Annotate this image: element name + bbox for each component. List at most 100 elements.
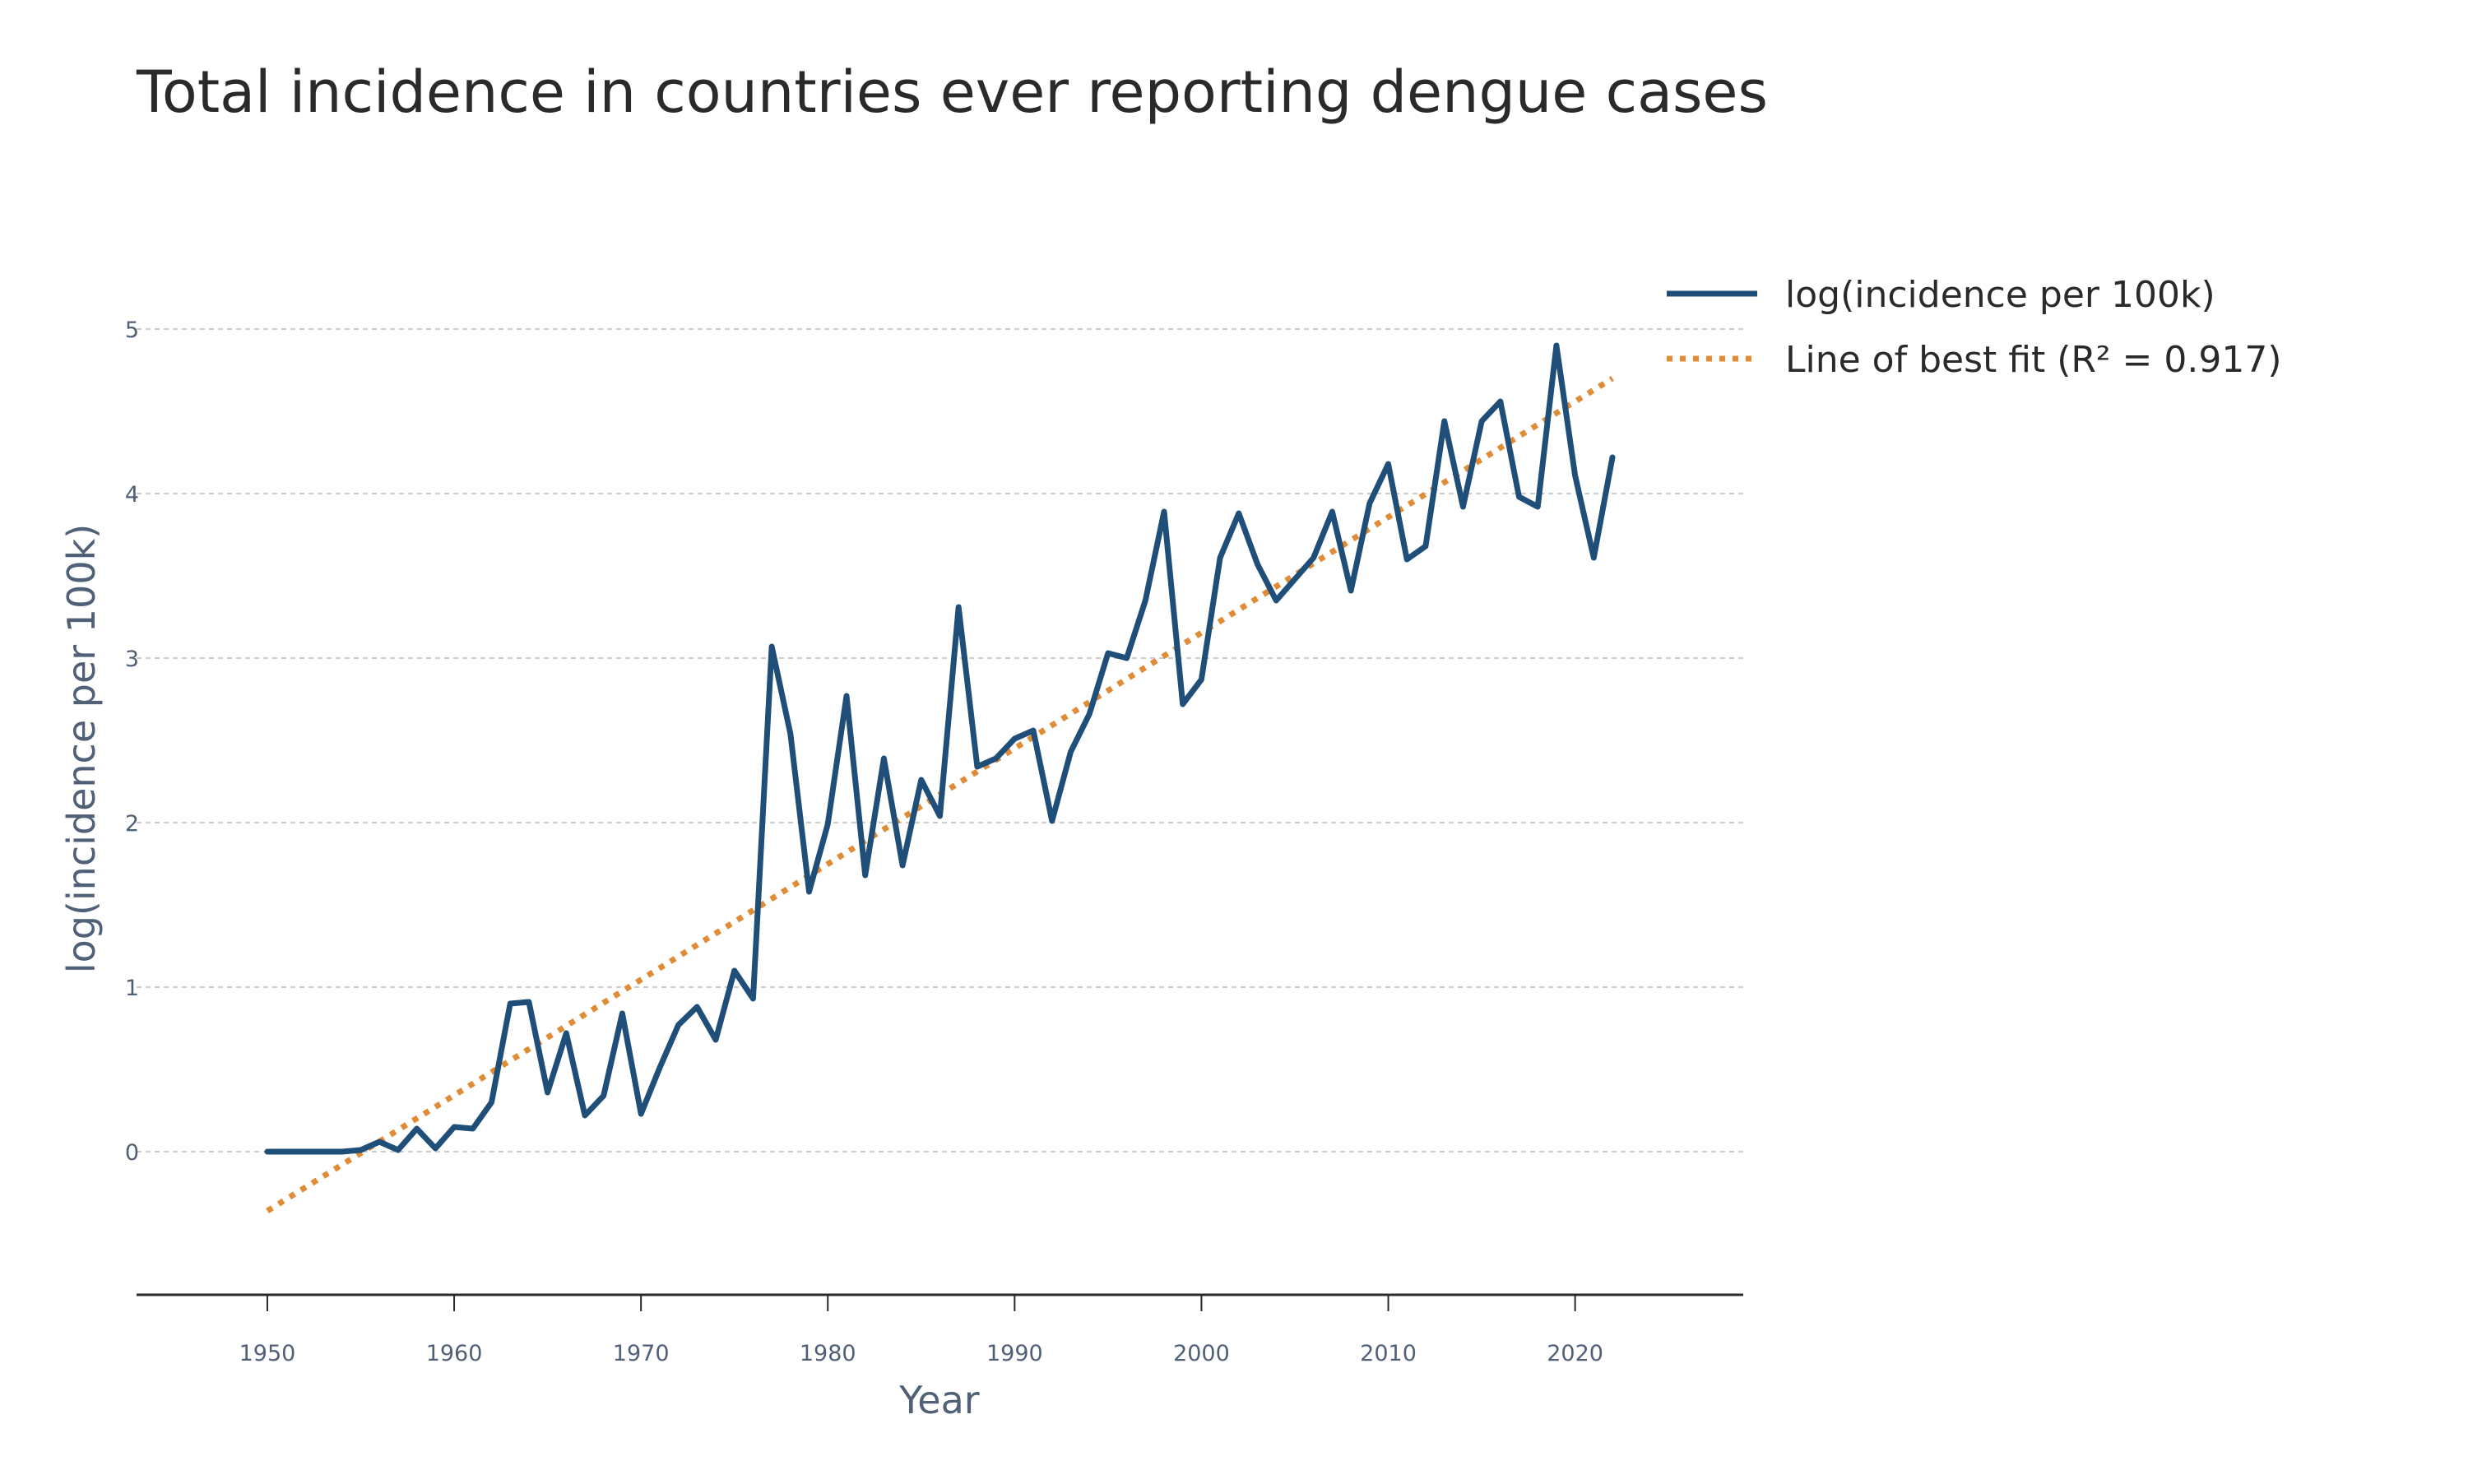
x-axis-title: Year xyxy=(898,1378,979,1422)
data-point[interactable] xyxy=(1459,503,1466,510)
data-point[interactable] xyxy=(1142,597,1148,604)
data-point[interactable] xyxy=(470,1125,476,1132)
data-point[interactable] xyxy=(638,1111,644,1117)
data-point[interactable] xyxy=(489,1099,495,1106)
data-point[interactable] xyxy=(451,1124,457,1130)
data-point[interactable] xyxy=(1086,711,1093,717)
data-point[interactable] xyxy=(414,1125,420,1132)
data-point[interactable] xyxy=(1609,454,1616,461)
y-tick-label: 5 xyxy=(125,318,139,343)
data-point[interactable] xyxy=(1105,650,1111,656)
y-tick-label: 4 xyxy=(125,482,139,508)
data-point[interactable] xyxy=(862,872,869,879)
data-point[interactable] xyxy=(1590,554,1597,561)
data-point[interactable] xyxy=(1572,472,1579,479)
data-point[interactable] xyxy=(1198,676,1204,683)
data-point[interactable] xyxy=(1478,418,1485,424)
x-tick-label: 1970 xyxy=(613,1341,670,1366)
y-tick-label: 0 xyxy=(125,1140,139,1166)
data-point[interactable] xyxy=(1011,735,1018,742)
data-point[interactable] xyxy=(937,813,944,819)
y-axis-ticks: 0 1 2 3 4 5 xyxy=(125,318,139,1166)
data-point[interactable] xyxy=(1236,510,1242,517)
data-point[interactable] xyxy=(731,967,738,974)
x-tick-label: 2000 xyxy=(1173,1341,1230,1366)
data-point[interactable] xyxy=(1124,655,1130,661)
data-point[interactable] xyxy=(768,643,775,650)
y-tick-label: 1 xyxy=(125,976,139,1001)
data-point[interactable] xyxy=(1422,543,1429,550)
data-point[interactable] xyxy=(582,1112,588,1119)
data-point[interactable] xyxy=(955,604,962,610)
data-point[interactable] xyxy=(1161,508,1167,515)
data-point[interactable] xyxy=(694,1004,700,1010)
data-point[interactable] xyxy=(749,995,756,1002)
data-point[interactable] xyxy=(320,1148,327,1155)
legend-item-fit[interactable]: Line of best fit (R² = 0.917) xyxy=(1667,339,2282,381)
legend[interactable]: log(incidence per 100k) Line of best fit… xyxy=(1667,274,2282,381)
data-point[interactable] xyxy=(1329,508,1335,515)
data-point[interactable] xyxy=(283,1148,290,1155)
data-point[interactable] xyxy=(1403,556,1410,563)
data-point[interactable] xyxy=(376,1139,383,1145)
data-point[interactable] xyxy=(824,821,831,828)
data-point[interactable] xyxy=(264,1148,271,1155)
chart-title: Total incidence in countries ever report… xyxy=(136,58,1768,126)
data-point[interactable] xyxy=(526,999,532,1005)
legend-label-series: log(incidence per 100k) xyxy=(1785,274,2215,316)
data-point[interactable] xyxy=(563,1030,569,1036)
x-tick-label: 1960 xyxy=(426,1341,483,1366)
data-point[interactable] xyxy=(1273,597,1279,604)
data-point[interactable] xyxy=(993,755,1000,762)
data-point[interactable] xyxy=(1348,587,1354,594)
x-axis-ticks: 1950 1960 1970 1980 1990 2000 2010 2020 xyxy=(239,1295,1603,1366)
data-point[interactable] xyxy=(339,1148,346,1155)
data-point[interactable] xyxy=(601,1092,607,1099)
data-point[interactable] xyxy=(880,755,887,762)
data-point[interactable] xyxy=(1534,503,1541,510)
grid-lines xyxy=(137,328,1743,1152)
legend-item-series[interactable]: log(incidence per 100k) xyxy=(1667,274,2215,316)
data-point[interactable] xyxy=(712,1036,719,1043)
series-line-incidence xyxy=(264,342,1616,1155)
data-point[interactable] xyxy=(1030,727,1037,734)
data-point[interactable] xyxy=(656,1064,663,1071)
data-point[interactable] xyxy=(619,1010,625,1017)
x-tick-label: 1980 xyxy=(800,1341,856,1366)
data-point[interactable] xyxy=(507,1000,513,1007)
data-point[interactable] xyxy=(787,730,794,737)
x-tick-label: 2020 xyxy=(1547,1341,1603,1366)
data-point[interactable] xyxy=(1553,342,1560,349)
data-point[interactable] xyxy=(395,1147,401,1153)
data-point[interactable] xyxy=(843,693,850,699)
data-point[interactable] xyxy=(675,1022,682,1028)
data-point[interactable] xyxy=(918,777,925,783)
data-point[interactable] xyxy=(1068,749,1074,755)
x-tick-label: 1950 xyxy=(239,1341,296,1366)
data-point[interactable] xyxy=(806,888,813,895)
data-point[interactable] xyxy=(1441,418,1448,424)
data-point[interactable] xyxy=(1497,398,1504,405)
data-point[interactable] xyxy=(1311,554,1317,561)
data-point[interactable] xyxy=(1385,461,1392,467)
data-point[interactable] xyxy=(899,862,906,869)
data-point[interactable] xyxy=(1217,554,1223,561)
data-point[interactable] xyxy=(1049,818,1055,824)
x-tick-label: 2010 xyxy=(1360,1341,1417,1366)
data-point[interactable] xyxy=(1180,701,1186,707)
data-point[interactable] xyxy=(1516,494,1523,500)
legend-label-fit: Line of best fit (R² = 0.917) xyxy=(1785,339,2282,381)
data-point[interactable] xyxy=(301,1148,308,1155)
data-point[interactable] xyxy=(432,1145,438,1152)
data-point[interactable] xyxy=(1366,500,1373,507)
x-tick-label: 1990 xyxy=(986,1341,1043,1366)
data-point[interactable] xyxy=(545,1089,551,1096)
y-tick-label: 3 xyxy=(125,647,139,672)
data-point[interactable] xyxy=(1292,576,1298,582)
data-point[interactable] xyxy=(1255,561,1261,568)
y-tick-label: 2 xyxy=(125,811,139,837)
data-point[interactable] xyxy=(974,763,981,770)
data-point[interactable] xyxy=(358,1147,364,1153)
series-layer xyxy=(264,342,1616,1213)
